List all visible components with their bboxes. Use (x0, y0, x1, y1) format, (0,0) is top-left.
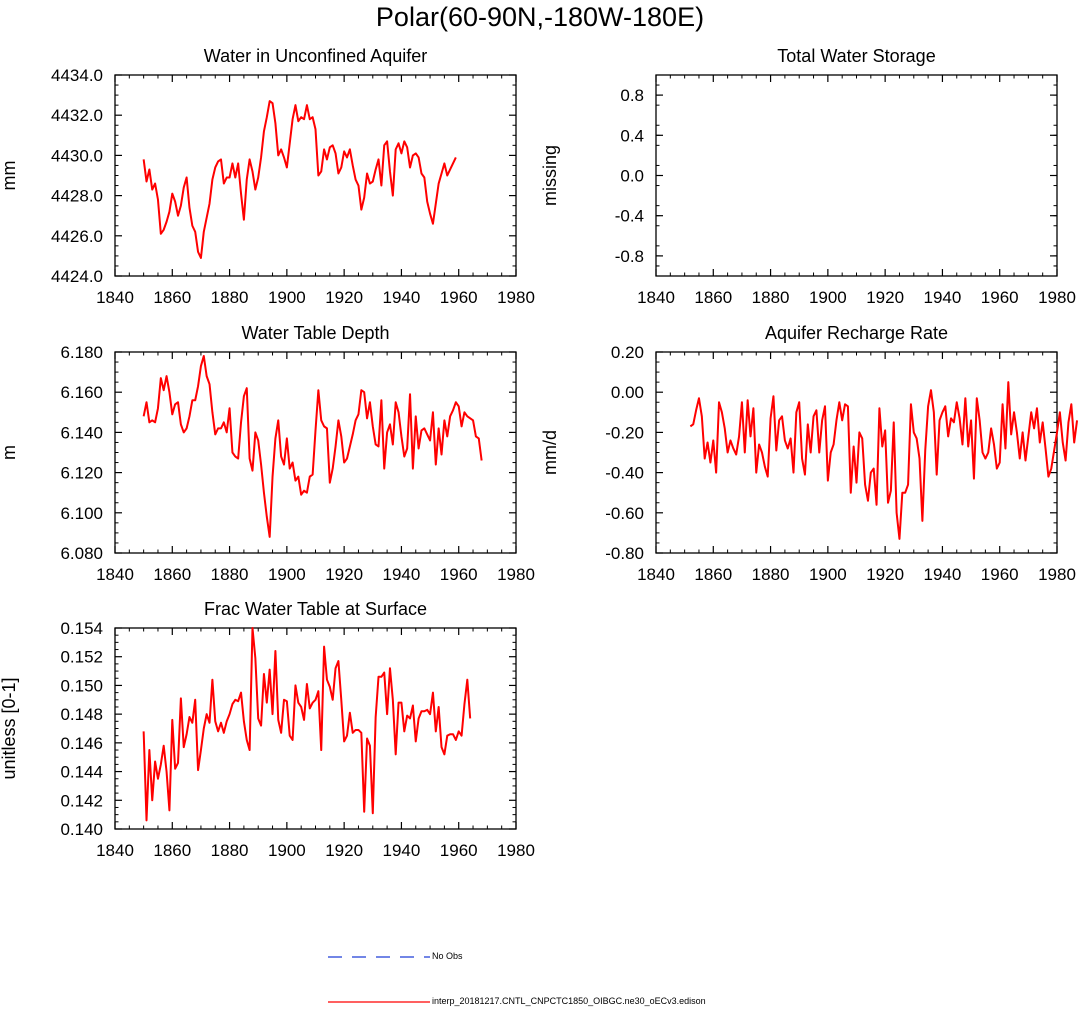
x-tick-label: 1940 (924, 288, 962, 307)
y-tick-label: 4428.0 (51, 187, 103, 206)
x-tick-label: 1980 (1038, 288, 1076, 307)
y-tick-label: 0.150 (60, 676, 103, 695)
x-tick-label: 1960 (440, 841, 478, 860)
x-tick-label: 1920 (866, 288, 904, 307)
y-axis-label: unitless [0-1] (0, 677, 19, 779)
plot-frame (114, 74, 517, 277)
y-tick-label: 0.144 (60, 763, 103, 782)
y-axis-label: mm (0, 161, 19, 191)
y-tick-label: 6.100 (60, 504, 103, 523)
x-tick-label: 1920 (325, 288, 363, 307)
panel-title: Water Table Depth (241, 323, 389, 343)
x-tick-label: 1980 (1038, 565, 1076, 584)
panel-total-storage: Total Water Storage missing 1840 1860 1880 19… (540, 46, 1076, 307)
y-tick-label: 0.20 (611, 343, 644, 362)
y-tick-label: 0.152 (60, 648, 103, 667)
y-tick-label: -0.4 (615, 207, 644, 226)
x-tick-label: 1900 (268, 288, 306, 307)
x-tick-label: 1860 (694, 288, 732, 307)
x-tick-label: 1860 (694, 565, 732, 584)
panel-title: Aquifer Recharge Rate (765, 323, 948, 343)
series-line-unconfined (142, 100, 457, 259)
y-tick-label: 6.080 (60, 544, 103, 563)
y-tick-label: 6.140 (60, 423, 103, 442)
y-tick-label: 0.4 (620, 126, 644, 145)
y-tick-label: 6.180 (60, 343, 103, 362)
y-tick-label: -0.40 (605, 464, 644, 483)
x-tick-label: 1920 (866, 565, 904, 584)
panel-title: Frac Water Table at Surface (204, 599, 427, 619)
y-tick-label: 4430.0 (51, 146, 103, 165)
panel-unconfined: Water in Unconfined Aquifer mm 1840 1860 188… (0, 46, 535, 307)
plot-frame (114, 627, 517, 830)
x-tick-label: 1960 (981, 565, 1019, 584)
x-tick-label: 1940 (383, 565, 421, 584)
x-tick-label: 1960 (440, 565, 478, 584)
x-tick-label: 1880 (211, 841, 249, 860)
x-tick-label: 1940 (383, 841, 421, 860)
series-line-recharge (689, 381, 1079, 540)
y-tick-label: 0.146 (60, 734, 103, 753)
x-tick-label: 1840 (637, 288, 675, 307)
y-tick-label: 6.160 (60, 383, 103, 402)
y-tick-label: 0.00 (611, 383, 644, 402)
y-tick-label: 4426.0 (51, 227, 103, 246)
x-tick-label: 1900 (268, 565, 306, 584)
y-tick-label: 0.8 (620, 86, 644, 105)
figure-title: Polar(60-90N,-180W-180E) (375, 2, 705, 32)
series-line-frac (142, 627, 472, 822)
panel-title: Total Water Storage (777, 46, 935, 66)
y-axis-label: mm/d (540, 430, 560, 475)
x-tick-label: 1840 (96, 841, 134, 860)
y-tick-label: 0.140 (60, 820, 103, 839)
x-tick-label: 1880 (752, 565, 790, 584)
x-tick-label: 1860 (153, 288, 191, 307)
x-tick-label: 1860 (153, 841, 191, 860)
series-line-table-depth (142, 355, 483, 538)
x-tick-label: 1880 (211, 565, 249, 584)
x-tick-label: 1980 (497, 841, 535, 860)
x-tick-label: 1920 (325, 841, 363, 860)
y-axis-label: m (0, 445, 19, 460)
x-tick-label: 1900 (268, 841, 306, 860)
x-tick-label: 1840 (96, 565, 134, 584)
y-tick-label: 4434.0 (51, 66, 103, 85)
x-tick-label: 1980 (497, 288, 535, 307)
y-tick-label: -0.20 (605, 423, 644, 442)
y-tick-label: -0.60 (605, 504, 644, 523)
x-tick-label: 1840 (637, 565, 675, 584)
y-tick-label: 0.142 (60, 791, 103, 810)
plot-frame (114, 351, 517, 554)
y-tick-label: 6.120 (60, 464, 103, 483)
x-tick-label: 1940 (383, 288, 421, 307)
x-tick-label: 1900 (809, 288, 847, 307)
y-tick-label: 0.0 (620, 167, 644, 186)
x-tick-label: 1900 (809, 565, 847, 584)
y-tick-label: -0.80 (605, 544, 644, 563)
x-tick-label: 1980 (497, 565, 535, 584)
x-tick-label: 1880 (752, 288, 790, 307)
x-tick-label: 1840 (96, 288, 134, 307)
panel-table-depth: Water Table Depth m 1840 1860 1880 1900 1920 19… (0, 323, 535, 584)
y-axis-label: missing (540, 145, 560, 206)
y-tick-label: 0.154 (60, 619, 103, 638)
panel-title: Water in Unconfined Aquifer (204, 46, 427, 66)
y-tick-label: 0.148 (60, 705, 103, 724)
y-tick-label: -0.8 (615, 247, 644, 266)
x-tick-label: 1860 (153, 565, 191, 584)
panel-frac: Frac Water Table at Surface unitless [0-1… (0, 599, 535, 860)
plot-frame (655, 74, 1058, 277)
x-tick-label: 1940 (924, 565, 962, 584)
x-tick-label: 1960 (440, 288, 478, 307)
x-tick-label: 1920 (325, 565, 363, 584)
x-tick-label: 1880 (211, 288, 249, 307)
y-tick-label: 4432.0 (51, 106, 103, 125)
x-tick-label: 1960 (981, 288, 1019, 307)
panel-recharge: Aquifer Recharge Rate mm/d 1840 1860 1880 190… (540, 323, 1079, 584)
y-tick-label: 4424.0 (51, 267, 103, 286)
